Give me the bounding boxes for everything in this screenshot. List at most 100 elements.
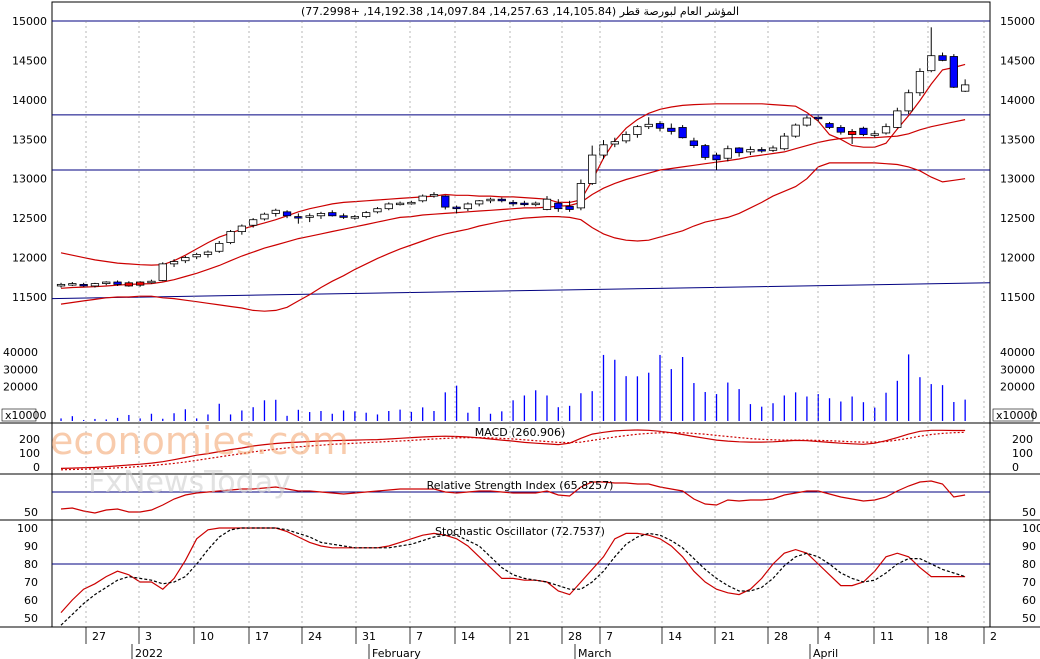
candle-59 [723, 145, 732, 162]
x-tick-1: 3 [145, 630, 152, 643]
candle-71 [859, 126, 868, 137]
candle-body [260, 213, 269, 220]
stoch-tick-left-3: 70 [24, 576, 38, 589]
price-tick-left-1: 14500 [12, 54, 47, 67]
candle-72 [870, 130, 879, 138]
candle-body [147, 280, 156, 284]
candle-18 [260, 212, 269, 221]
candle-31 [407, 200, 416, 205]
candle-1 [68, 282, 77, 286]
candle-56 [689, 137, 699, 148]
candle-68 [825, 121, 834, 130]
price-panel: 15000 15000 14500 14500 14000 14000 13500 13500… [12, 15, 1035, 312]
volume-tick-left-1: 30000 [3, 363, 38, 376]
candle-48 [599, 140, 608, 159]
candle-17 [249, 218, 258, 228]
candle-body [836, 127, 845, 133]
x-tick-17: 2 [990, 630, 997, 643]
candle-58 [712, 152, 721, 171]
candle-body [734, 147, 744, 154]
candle-body [881, 126, 891, 134]
candle-69 [836, 125, 845, 135]
x-tick-2: 10 [200, 630, 214, 643]
candle-80 [961, 79, 970, 92]
candle-63 [768, 145, 778, 152]
candle-51 [633, 125, 642, 138]
candle-41 [520, 200, 529, 207]
candle-body [712, 154, 721, 161]
candle-16 [237, 224, 246, 235]
candle-body [373, 208, 382, 213]
candle-3 [90, 282, 100, 288]
stoch-tick-right-1: 90 [1022, 540, 1036, 553]
macd-tick-right-0: 200 [1012, 433, 1033, 446]
candle-body [102, 281, 111, 284]
stochastic-title: Stochastic Oscillator (72.7537) [435, 525, 605, 538]
candle-14 [215, 241, 224, 253]
x-tick-4: 24 [308, 630, 322, 643]
candle-body [249, 219, 258, 226]
stoch-tick-left-1: 90 [24, 540, 38, 553]
candle-9 [158, 262, 167, 282]
candle-body [644, 123, 653, 128]
candle-body [859, 127, 868, 135]
candle-body [68, 283, 77, 286]
candle-10 [169, 259, 179, 268]
candle-body [441, 195, 450, 208]
bollinger-lower [60, 162, 966, 312]
candle-body [633, 126, 642, 135]
macd-tick-right-2: 0 [1012, 461, 1019, 474]
candle-body [328, 212, 337, 217]
candle-body [757, 149, 766, 152]
candle-8 [147, 279, 156, 284]
x-axis: 27 3 10 17 24 31 7 14 21 28 7 14 21 28 4 11 18 2 2022 Febru… [85, 21, 997, 659]
stoch-tick-right-2: 80 [1022, 558, 1036, 571]
volume-tick-left-2: 20000 [3, 381, 38, 394]
volume-tick-left-0: 40000 [3, 346, 38, 359]
volume-tick-right-0: 40000 [1000, 346, 1035, 359]
candle-73 [881, 123, 891, 135]
candle-body [350, 216, 360, 219]
price-tick-right-7: 11500 [1000, 291, 1035, 304]
candle-0 [56, 282, 66, 288]
candle-body [893, 110, 902, 128]
x-tick-5: 31 [362, 630, 376, 643]
candle-body [870, 133, 879, 136]
x-tick-16: 18 [934, 630, 948, 643]
candle-75 [904, 89, 913, 115]
stoch-k-line [60, 527, 966, 614]
candle-body [723, 148, 732, 159]
candle-36 [463, 202, 473, 212]
candle-body [655, 123, 665, 129]
x-tick-6: 7 [416, 630, 423, 643]
price-tick-right-5: 12500 [1000, 212, 1035, 225]
candle-body [56, 283, 66, 287]
candle-body [802, 117, 812, 126]
candle-70 [847, 129, 857, 145]
stoch-tick-right-3: 70 [1022, 576, 1036, 589]
candle-74 [893, 107, 902, 129]
price-tick-right-6: 12000 [1000, 252, 1035, 265]
candle-body [237, 225, 246, 232]
volume-unit-box-left [1, 408, 37, 422]
candle-76 [915, 68, 925, 96]
volume-unit-left: x10000 [5, 409, 47, 422]
x-tick-14: 4 [824, 630, 831, 643]
candle-30 [395, 201, 405, 206]
volume-unit-box-right [992, 408, 1034, 422]
candle-43 [542, 196, 552, 211]
stochastic-panel: 100 100 90 90 80 80 70 70 60 60 50 50 [17, 522, 1040, 626]
candle-35 [452, 205, 461, 214]
rsi-tick-left: 50 [24, 506, 38, 519]
candle-body [475, 200, 484, 205]
candle-53 [655, 121, 665, 132]
candle-7 [136, 281, 145, 287]
price-tick-left-2: 14000 [12, 94, 47, 107]
watermark-fxnewstoday: FxNewsToday [88, 465, 291, 500]
candle-body [384, 203, 393, 210]
candle-49 [610, 137, 619, 148]
candle-39 [497, 197, 506, 203]
stoch-d-line [60, 527, 966, 626]
